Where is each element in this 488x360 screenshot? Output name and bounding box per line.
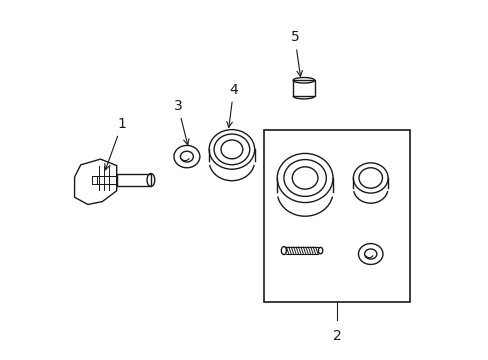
- Text: 3: 3: [173, 99, 189, 145]
- Bar: [117, 174, 151, 186]
- Text: 2: 2: [332, 329, 341, 343]
- Text: 5: 5: [290, 30, 302, 76]
- Text: 4: 4: [226, 82, 238, 127]
- Text: 1: 1: [104, 117, 126, 170]
- Bar: [264, 130, 409, 302]
- Bar: [292, 80, 314, 96]
